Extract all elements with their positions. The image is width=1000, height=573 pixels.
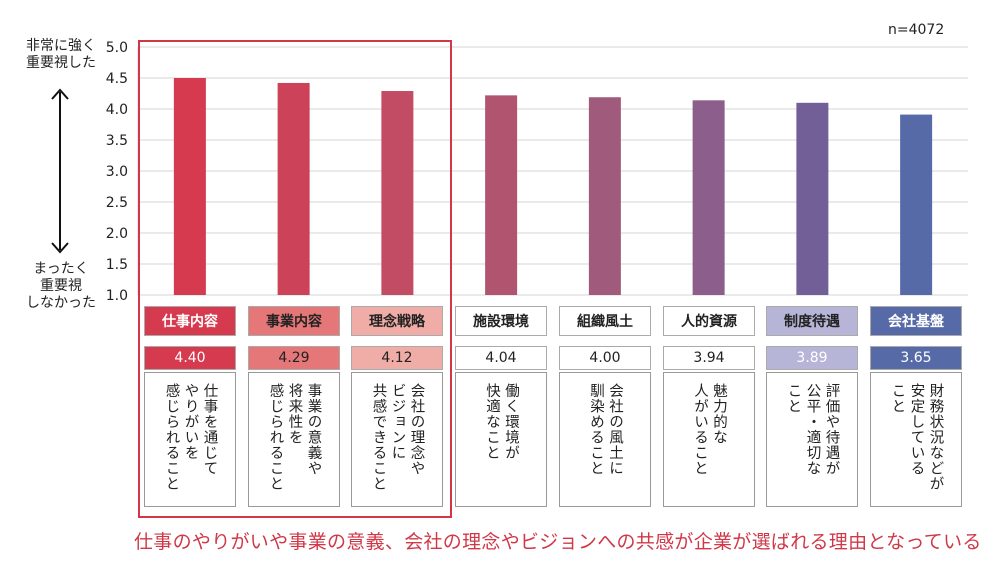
description-box: 事業の意義や 将来性を 感じられること	[248, 372, 340, 507]
value-label: 4.40	[144, 346, 236, 370]
description-text: 財務状況などが 安定している こと	[889, 383, 944, 492]
arrow-head-down	[51, 242, 69, 254]
category-label: 事業内容	[248, 306, 340, 336]
y-tick-label: 3.0	[106, 164, 128, 180]
description-box: 財務状況などが 安定している こと	[870, 372, 962, 507]
bar	[900, 114, 933, 295]
importance-arrow	[51, 88, 69, 254]
value-label: 3.89	[766, 346, 858, 370]
y-tick-label: 4.5	[106, 71, 128, 87]
y-tick-label: 1.0	[106, 288, 128, 304]
description-text: 会社の理念や ビジョンに 共感できること	[370, 383, 425, 492]
category-label: 会社基盤	[870, 306, 962, 336]
grid-lines	[137, 46, 968, 296]
y-axis-ticks: 1.0 1.5 2.0 2.5 3.0 3.5 4.0 4.5 5.0	[106, 40, 128, 304]
bar	[796, 102, 829, 295]
description-text: 評価や待遇が 公平・適切な こと	[785, 383, 840, 476]
description-text: 魅力的な 人がいること	[692, 383, 727, 476]
description-box: 魅力的な 人がいること	[663, 372, 755, 507]
value-label: 3.94	[663, 346, 755, 370]
value-label: 4.00	[559, 346, 651, 370]
bar	[485, 95, 518, 295]
sample-size-label: n=4072	[888, 22, 945, 38]
bar	[277, 82, 310, 296]
y-tick-label: 1.5	[106, 257, 128, 273]
description-box: 仕事を通じて やりがいを 感じられること	[144, 372, 236, 507]
bar	[381, 91, 414, 296]
y-tick-label: 2.0	[106, 226, 128, 242]
bar	[692, 100, 725, 295]
category-label: 仕事内容	[144, 306, 236, 336]
description-text: 仕事を通じて やりがいを 感じられること	[163, 383, 218, 492]
description-text: 事業の意義や 将来性を 感じられること	[267, 383, 322, 492]
value-label: 3.65	[870, 346, 962, 370]
category-label: 施設環境	[455, 306, 547, 336]
description-box: 評価や待遇が 公平・適切な こと	[766, 372, 858, 507]
category-label: 組織風土	[559, 306, 651, 336]
y-tick-label: 2.5	[106, 195, 128, 211]
description-text: 会社の風土に 馴染めること	[588, 383, 623, 476]
y-axis-top-label: 非常に強く 重要視した	[26, 38, 96, 71]
category-label: 人的資源	[663, 306, 755, 336]
value-label: 4.12	[351, 346, 443, 370]
value-label: 4.04	[455, 346, 547, 370]
y-tick-label: 4.0	[106, 102, 128, 118]
category-label: 制度待遇	[766, 306, 858, 336]
bar	[173, 78, 206, 295]
bar	[588, 97, 621, 295]
description-box: 働く環境が 快適なこと	[455, 372, 547, 507]
description-box: 会社の風土に 馴染めること	[559, 372, 651, 507]
category-label: 理念戦略	[351, 306, 443, 336]
description-text: 働く環境が 快適なこと	[484, 383, 519, 461]
chart-caption: 仕事のやりがいや事業の意義、会社の理念やビジョンへの共感が企業が選ばれる理由とな…	[134, 531, 982, 553]
arrow-head-up	[51, 88, 69, 100]
value-label: 4.29	[248, 346, 340, 370]
description-box: 会社の理念や ビジョンに 共感できること	[351, 372, 443, 507]
y-tick-label: 3.5	[106, 133, 128, 149]
y-axis-bottom-label: まったく 重要視 しなかった	[26, 261, 96, 311]
y-tick-label: 5.0	[106, 40, 128, 56]
bars	[173, 78, 933, 296]
